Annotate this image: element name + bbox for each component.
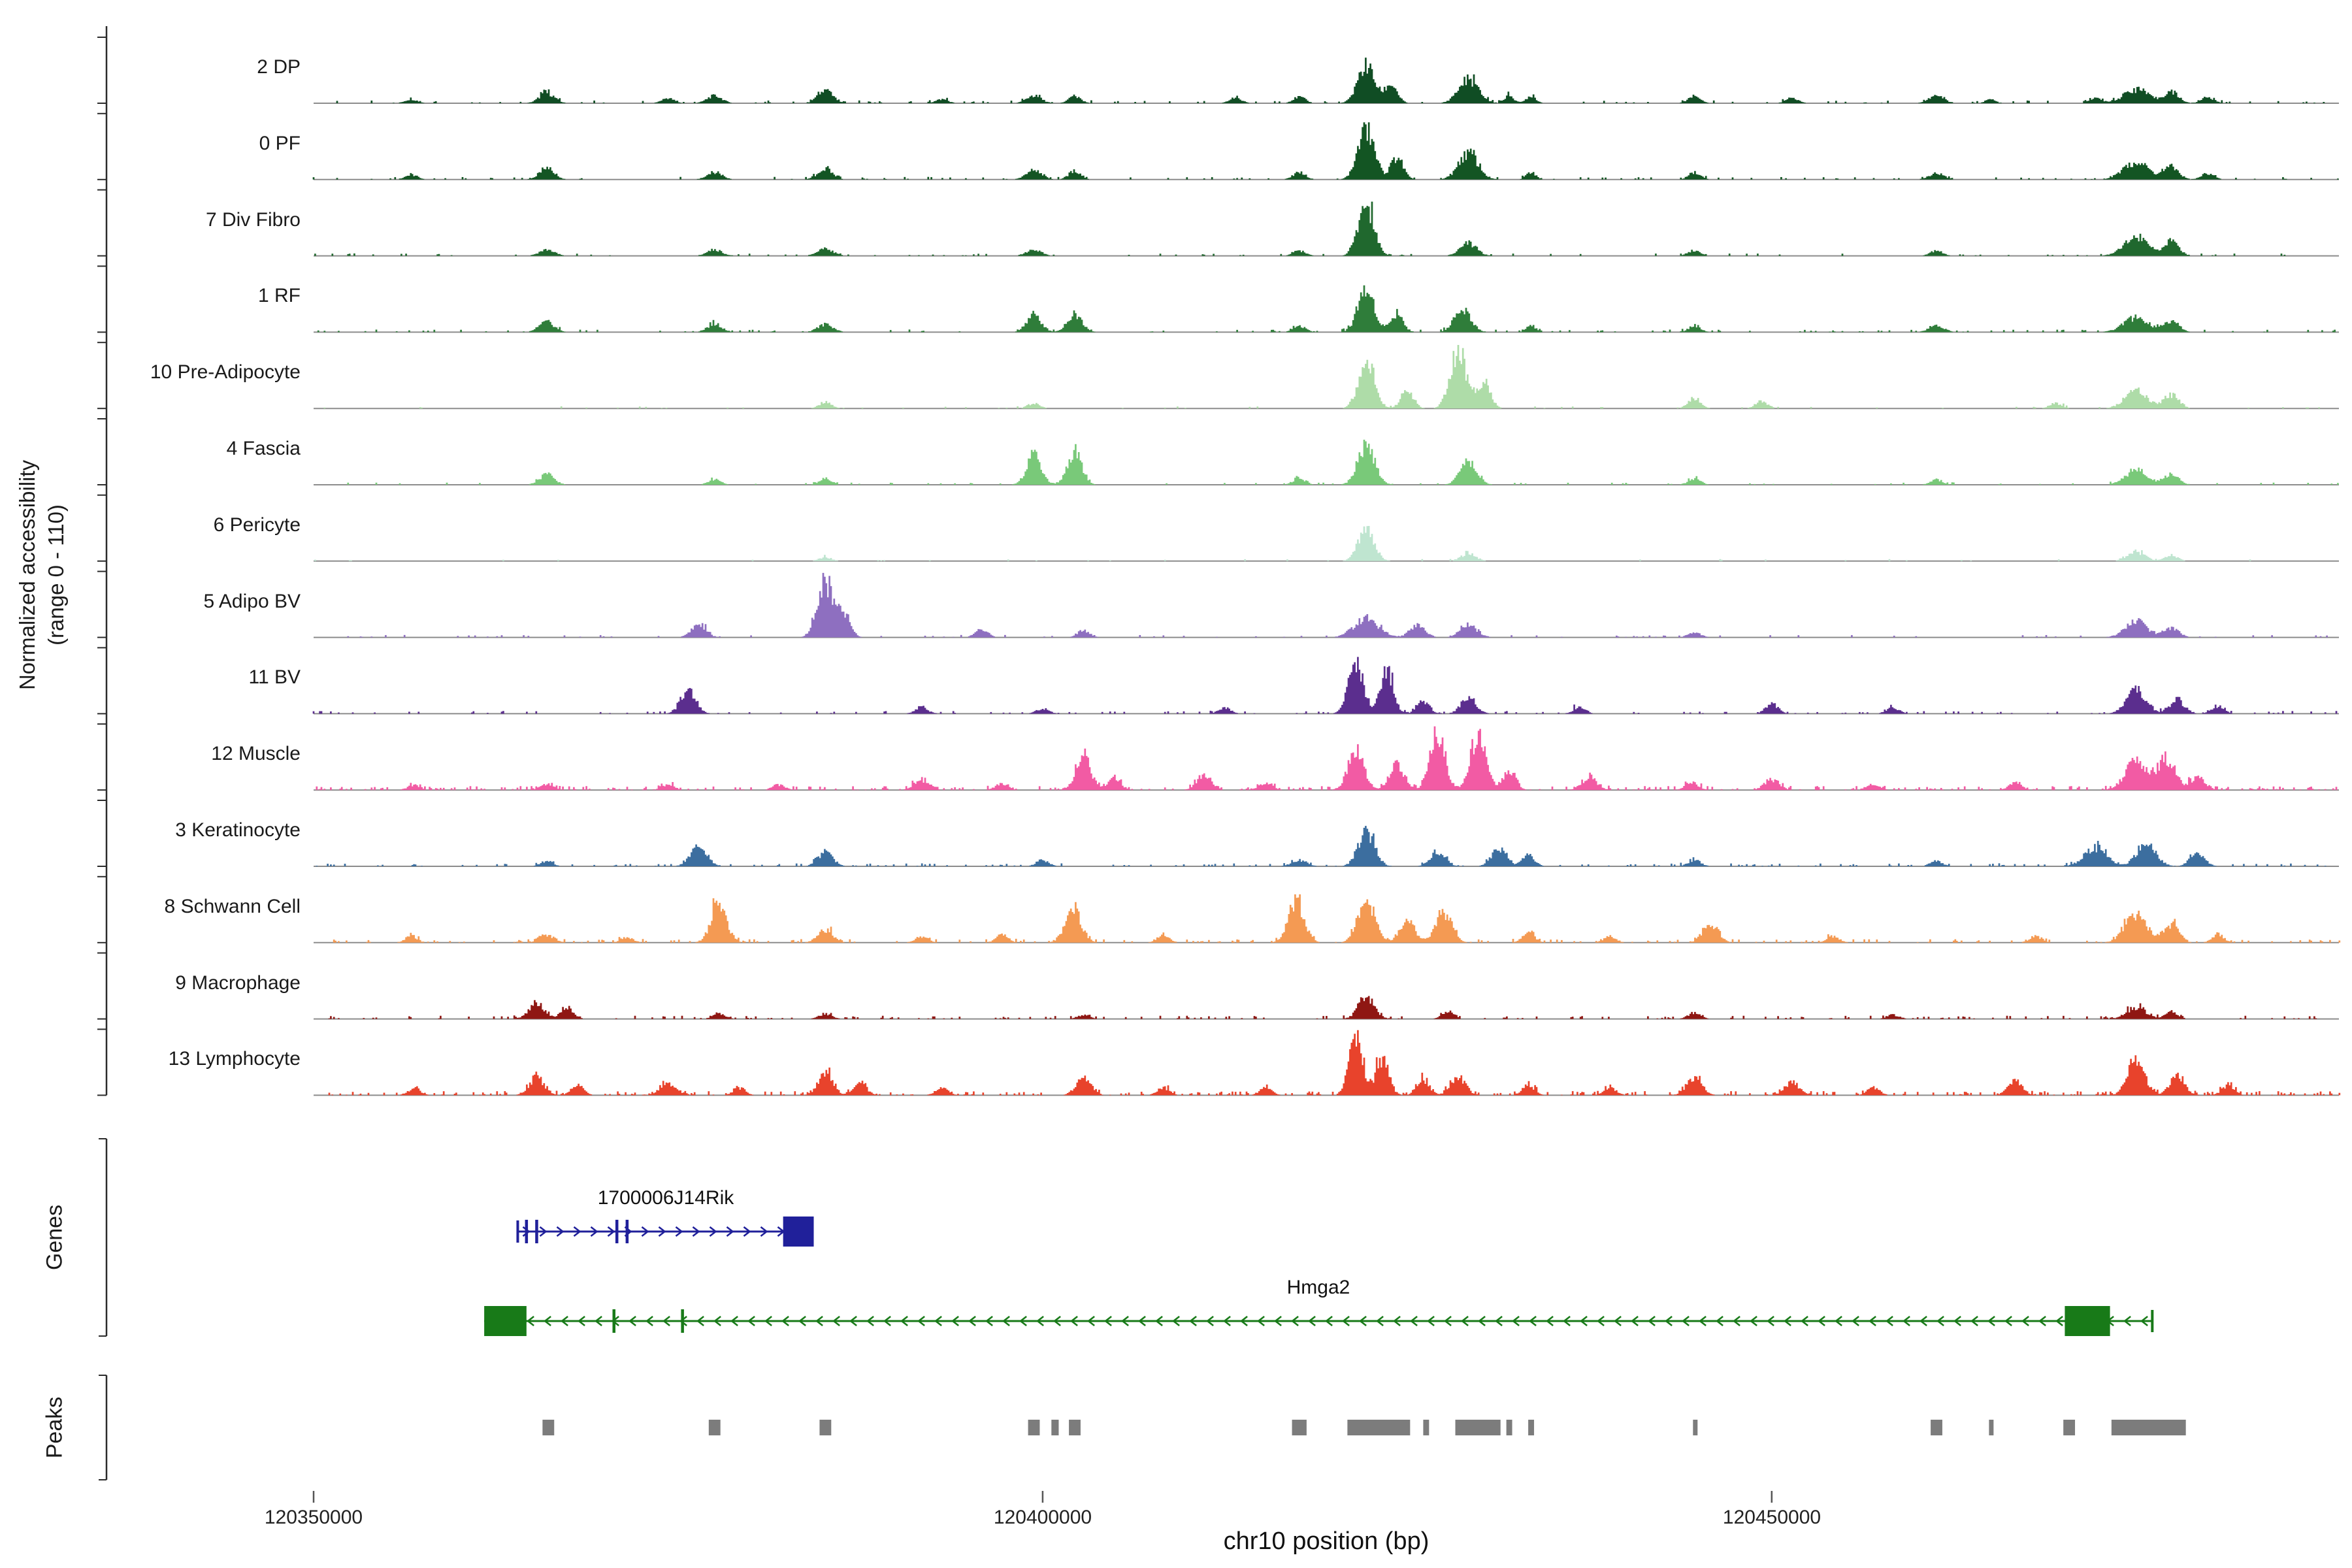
peak-interval (542, 1420, 555, 1435)
track-signal (336, 57, 2325, 103)
peak-interval (1069, 1420, 1081, 1435)
peak-interval (1506, 1420, 1512, 1435)
peak-interval (1423, 1420, 1429, 1435)
peak-interval (1528, 1420, 1535, 1435)
track-label-5-adipo-bv: 5 Adipo BV (203, 591, 301, 612)
track-label-8-schwann-cell: 8 Schwann Cell (164, 896, 301, 917)
track-5-adipo-bv (314, 572, 2339, 638)
track-label-4-fascia: 4 Fascia (226, 438, 301, 459)
peak-interval (708, 1420, 721, 1435)
peak-interval (1051, 1420, 1059, 1435)
track-label-1-rf: 1 RF (257, 285, 301, 306)
track-6-pericyte (314, 526, 2339, 562)
track-signal (347, 440, 2339, 485)
track-signal (316, 726, 2338, 791)
gene-label-1700006j14rik: 1700006J14Rik (597, 1187, 734, 1209)
exon-box (484, 1306, 527, 1336)
gene-model-1700006j14rik (516, 1217, 814, 1247)
exon-box (783, 1217, 814, 1247)
peak-interval (2063, 1420, 2076, 1435)
track-3-keratinocyte (314, 826, 2339, 867)
peak-interval (1693, 1420, 1698, 1435)
track-label-3-keratinocyte: 3 Keratinocyte (175, 819, 301, 841)
track-10-pre-adipocyte (314, 345, 2339, 410)
track-signal (316, 826, 2327, 866)
track-label-13-lymphocyte: 13 Lymphocyte (168, 1048, 301, 1070)
y-axis-line (97, 26, 108, 1096)
track-label-2-dp: 2 DP (257, 56, 301, 78)
track-label-11-bv: 11 BV (248, 666, 301, 688)
track-9-macrophage (314, 996, 2339, 1020)
x-axis-title: chr10 position (bp) (1223, 1527, 1429, 1555)
peaks-row (542, 1420, 2186, 1435)
track-signal (323, 345, 2320, 409)
y-axis-label-line2: (range 0 - 110) (44, 504, 68, 645)
track-13-lymphocyte (314, 1030, 2341, 1096)
track-signal (314, 526, 2251, 561)
track-signal (328, 1030, 2341, 1096)
track-label-10-pre-adipocyte: 10 Pre-Adipocyte (150, 361, 301, 383)
track-label-9-macrophage: 9 Macrophage (175, 972, 301, 994)
track-2-dp (314, 57, 2339, 104)
genes-section-bracket (99, 1138, 108, 1337)
track-signal (333, 894, 2341, 943)
track-7-div-fibro (314, 201, 2339, 257)
track-11-bv (312, 657, 2339, 715)
peak-interval (1347, 1420, 1411, 1435)
x-tick-label-0: 120350000 (264, 1507, 363, 1528)
x-tick-label-1: 120400000 (993, 1507, 1092, 1528)
peak-interval (1028, 1420, 1040, 1435)
track-0-pf (312, 122, 2339, 180)
track-label-0-pf: 0 PF (259, 133, 301, 154)
peak-interval (1455, 1420, 1501, 1435)
peaks-section-bracket (99, 1375, 108, 1480)
peak-interval (1292, 1420, 1307, 1435)
y-axis-label-line1: Normalized accessibility (15, 459, 39, 691)
track-label-6-pericyte: 6 Pericyte (213, 514, 301, 536)
exon-box (2065, 1306, 2110, 1336)
peak-interval (819, 1420, 832, 1435)
track-signal (314, 201, 2286, 256)
track-label-12-muscle: 12 Muscle (211, 743, 301, 764)
track-signal (312, 657, 2338, 714)
gene-label-hmga2: Hmga2 (1286, 1277, 1350, 1298)
track-signal (317, 285, 2336, 333)
peak-interval (1989, 1420, 1994, 1435)
genes-section-label: Genes (42, 1204, 67, 1271)
track-label-7-div-fibro: 7 Div Fibro (205, 209, 301, 231)
track-4-fascia (314, 440, 2339, 485)
peak-interval (1931, 1420, 1942, 1435)
x-tick-label-2: 120450000 (1722, 1507, 1821, 1528)
track-signal (328, 996, 2317, 1019)
track-signal (347, 572, 2328, 638)
track-8-schwann-cell (314, 894, 2341, 943)
track-signal (312, 122, 2339, 180)
track-12-muscle (314, 726, 2339, 791)
peaks-section-label: Peaks (42, 1396, 67, 1459)
y-axis-label: Normalized accessibility (range 0 - 110) (13, 460, 71, 690)
peak-interval (2111, 1420, 2186, 1435)
track-1-rf (314, 285, 2339, 333)
gene-model-hmga2 (484, 1306, 2154, 1336)
